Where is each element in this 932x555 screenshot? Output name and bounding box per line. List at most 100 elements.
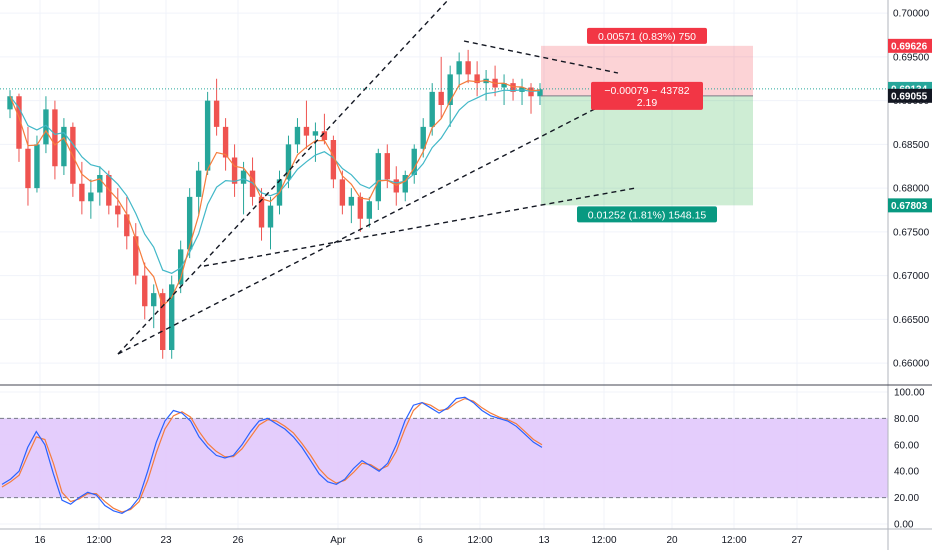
price-badge bbox=[888, 198, 932, 213]
time-tick-label: 27 bbox=[791, 535, 803, 546]
price-tick-label: 0.69500 bbox=[893, 52, 930, 63]
candle-down bbox=[79, 183, 85, 202]
trendline-2[interactable] bbox=[117, 96, 619, 355]
stop-label[interactable]: 0.00571 (0.83%) 750 bbox=[587, 27, 707, 44]
oscillator-tick-label: 40.00 bbox=[894, 467, 919, 478]
candle-down bbox=[510, 83, 516, 92]
candle-down bbox=[384, 153, 390, 180]
candle-down bbox=[303, 126, 310, 136]
ema-fast-line bbox=[9, 79, 541, 308]
price-badge bbox=[888, 38, 932, 53]
oscillator-tick-label: 100.00 bbox=[894, 388, 925, 399]
candle-down bbox=[115, 205, 121, 215]
candle-down bbox=[222, 126, 229, 158]
time-tick-label: 12:00 bbox=[86, 535, 111, 546]
candle-down bbox=[474, 74, 480, 84]
time-tick-label: 20 bbox=[666, 535, 678, 546]
candle-up bbox=[285, 144, 292, 180]
time-tick-label: 23 bbox=[160, 535, 172, 546]
candle-up bbox=[61, 126, 67, 167]
time-tick-label: Apr bbox=[330, 535, 346, 546]
candle-up bbox=[204, 100, 211, 171]
candle-up bbox=[420, 126, 426, 149]
candle-down bbox=[465, 61, 471, 75]
price-tick-label: 0.70000 bbox=[893, 9, 930, 20]
oscillator-axis[interactable]: 100.00 80.00 60.00 40.00 20.00 0.00 bbox=[894, 388, 925, 531]
time-tick-label: 12:00 bbox=[591, 535, 616, 546]
candle-up bbox=[348, 196, 355, 206]
candle-up bbox=[267, 205, 274, 228]
target-label[interactable]: 0.01252 (1.81%) 1548.15 bbox=[577, 206, 717, 223]
candle-up bbox=[240, 170, 247, 184]
risk-reward-text: 2.19 bbox=[637, 97, 658, 109]
price-badge-text: 0.69626 bbox=[891, 41, 928, 52]
price-tick-label: 0.67000 bbox=[893, 271, 930, 282]
oscillator-tick-label: 60.00 bbox=[894, 440, 919, 451]
time-tick-label: 26 bbox=[232, 535, 244, 546]
candle-down bbox=[321, 131, 328, 140]
candle-down bbox=[258, 196, 265, 228]
candle-down bbox=[330, 140, 337, 180]
candle-up bbox=[43, 109, 49, 145]
target-label-box bbox=[577, 206, 717, 223]
candle-down bbox=[133, 236, 139, 276]
take-profit-zone[interactable] bbox=[541, 95, 753, 206]
price-badge-text: 0.67803 bbox=[891, 201, 928, 212]
candle-up bbox=[88, 192, 94, 202]
candle-up bbox=[411, 148, 417, 175]
time-tick-label: 16 bbox=[34, 535, 46, 546]
price-badge-text: 0.69055 bbox=[891, 91, 928, 102]
candle-up bbox=[7, 96, 13, 110]
time-axis[interactable]: 16 12:00 23 26 Apr 6 12:00 13 12:00 20 12:00 27 bbox=[34, 535, 803, 546]
trendlines[interactable] bbox=[117, 0, 637, 355]
candle-down bbox=[16, 96, 22, 149]
price-tick-label: 0.68000 bbox=[893, 184, 930, 195]
time-tick-label: 13 bbox=[538, 535, 550, 546]
price-axis[interactable]: 0.700000.695000.690000.685000.680000.675… bbox=[893, 9, 930, 370]
candle-up bbox=[456, 61, 462, 75]
mid-label-text: −0.00079 ~ 43782 bbox=[604, 85, 689, 97]
candle-down bbox=[357, 196, 364, 219]
candle-up bbox=[402, 175, 408, 193]
price-tick-label: 0.66500 bbox=[893, 315, 930, 326]
candle-up bbox=[312, 131, 319, 136]
candle-up bbox=[366, 201, 373, 219]
candle-up bbox=[447, 74, 453, 105]
candle-up bbox=[97, 175, 103, 193]
mid-label-box bbox=[591, 81, 703, 110]
target-label-text: 0.01252 (1.81%) 1548.15 bbox=[588, 209, 707, 221]
stop-label-text: 0.00571 (0.83%) 750 bbox=[598, 31, 696, 43]
candle-up bbox=[169, 284, 175, 350]
candle-up bbox=[294, 126, 301, 145]
oscillator-tick-label: 20.00 bbox=[894, 493, 919, 504]
price-tick-label: 0.66000 bbox=[893, 359, 930, 370]
price-tick-label: 0.68500 bbox=[893, 140, 930, 151]
oscillator-tick-label: 0.00 bbox=[894, 520, 914, 531]
candle-up bbox=[151, 293, 157, 307]
candle-down bbox=[213, 100, 220, 127]
candle-down bbox=[52, 109, 58, 167]
trendline-3[interactable] bbox=[203, 187, 637, 267]
candle-down bbox=[124, 214, 130, 237]
time-tick-label: 12:00 bbox=[467, 535, 492, 546]
stochastic-k-line bbox=[1, 396, 543, 515]
position-mid-label[interactable]: −0.00079 ~ 43782 2.19 bbox=[591, 81, 703, 110]
candle-down bbox=[393, 179, 399, 193]
candle-up bbox=[34, 144, 40, 189]
candle-down bbox=[438, 91, 444, 105]
candle-down bbox=[231, 157, 238, 184]
candle-up bbox=[195, 170, 202, 197]
candle-down bbox=[142, 275, 148, 307]
time-tick-label: 12:00 bbox=[721, 535, 746, 546]
oscillator-tick-label: 80.00 bbox=[894, 414, 919, 425]
stochastic-band bbox=[0, 418, 888, 498]
ema-slow-line bbox=[9, 89, 541, 274]
candle-down bbox=[160, 293, 166, 350]
candle-up bbox=[429, 91, 435, 127]
price-badge bbox=[888, 88, 932, 103]
time-tick-label: 6 bbox=[417, 535, 423, 546]
candle-up bbox=[186, 196, 193, 250]
